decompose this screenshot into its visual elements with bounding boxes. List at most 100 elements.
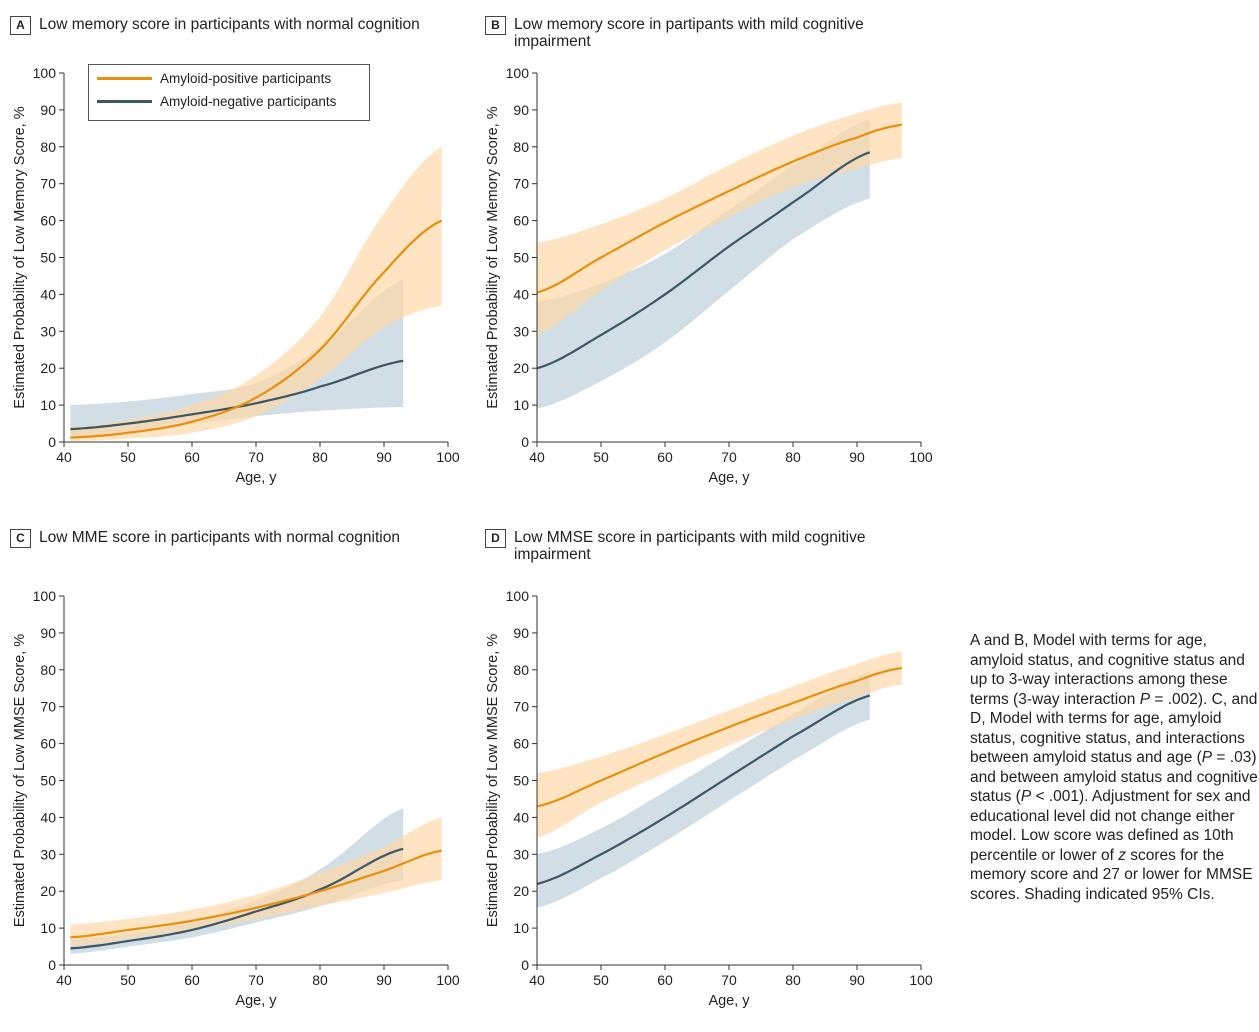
panel-b-negative-ci-band — [537, 119, 870, 409]
panel-a-negative-ci-band — [70, 279, 404, 438]
panel-c-positive-line — [70, 849, 442, 939]
panel-b-y-tick-label: 60 — [513, 213, 529, 229]
panel-c-x-tick-label: 80 — [312, 972, 328, 988]
panel-letter: C — [10, 529, 31, 548]
panel-b-x-tick-label: 40 — [529, 449, 545, 465]
panel-a-y-tick-label: 70 — [40, 176, 56, 192]
panel-c-x-axis-label: Age, y — [235, 993, 277, 1009]
panel-b-positive-ci-band — [537, 102, 902, 335]
panel-b-negative-line — [536, 151, 871, 370]
panel-a-y-tick-label: 0 — [48, 434, 56, 450]
panel-b-x-tick-label: 50 — [593, 449, 609, 465]
panel-d-y-tick-label: 40 — [513, 809, 529, 825]
panel-b-x-tick-label: 100 — [909, 449, 933, 465]
panel-c-y-tick-label: 0 — [48, 957, 56, 973]
panel-c-y-tick-label: 40 — [40, 809, 56, 825]
panel-a-y-tick-label: 80 — [40, 139, 56, 155]
panel-b-y-tick-label: 50 — [513, 250, 529, 266]
legend-swatch-positive — [97, 77, 152, 80]
panel-letter: B — [485, 16, 506, 35]
panel-d-positive-line — [536, 666, 902, 808]
panel-a-y-axis-label: Estimated Probability of Low Memory Scor… — [12, 106, 28, 408]
panel-a-x-tick-label: 60 — [184, 449, 200, 465]
panel-a-positive-line — [70, 219, 443, 439]
panel-a-x-tick-label: 70 — [248, 449, 264, 465]
panel-d-y-tick-label: 10 — [513, 920, 529, 936]
panel-a-x-tick-label: 100 — [436, 449, 460, 465]
panel-d-x-tick-label: 80 — [785, 972, 801, 988]
panel-d-x-tick-label: 90 — [849, 972, 865, 988]
panel-b-y-tick-label: 20 — [513, 360, 529, 376]
panel-c-y-tick-label: 30 — [40, 846, 56, 862]
legend-item-positive: Amyloid-positive participants — [97, 71, 331, 86]
panel-a-x-tick-label: 40 — [56, 449, 72, 465]
panel-c-y-tick-label: 60 — [40, 736, 56, 752]
panel-c-y-tick-label: 70 — [40, 699, 56, 715]
legend-label-negative: Amyloid-negative participants — [160, 94, 337, 109]
panel-c-x-tick-label: 70 — [248, 972, 264, 988]
panel-a-x-tick-label: 90 — [376, 449, 392, 465]
panel-b-x-tick-label: 80 — [785, 449, 801, 465]
panel-a-y-tick-label: 40 — [40, 286, 56, 302]
panel-d-y-axis-label: Estimated Probability of Low MMSE Score,… — [485, 634, 501, 927]
panel-a-y-tick-label: 100 — [33, 65, 57, 81]
panel-a-x-tick-label: 50 — [120, 449, 136, 465]
panel-a-x-tick-label: 80 — [312, 449, 328, 465]
panel-d-y-tick-label: 30 — [513, 846, 529, 862]
figure-caption: A and B, Model with terms for age, amylo… — [970, 632, 1258, 903]
panel-d-y-tick-label: 70 — [513, 699, 529, 715]
legend: Amyloid-positive participants Amyloid-ne… — [88, 64, 370, 121]
panel-d-title: D Low MMSE score in participants with mi… — [485, 529, 885, 563]
panel-c-negative-line — [70, 847, 404, 950]
panel-title-text: Low memory score in partipants with mild… — [514, 16, 864, 50]
panel-a-y-tick-label: 60 — [40, 213, 56, 229]
panel-title-text: Low memory score in participants with no… — [39, 16, 420, 33]
panel-d-y-tick-label: 50 — [513, 773, 529, 789]
panel-b-x-tick-label: 90 — [849, 449, 865, 465]
panel-d-x-tick-label: 60 — [657, 972, 673, 988]
panel-a-x-axis-label: Age, y — [235, 470, 277, 486]
panel-d-x-tick-label: 70 — [721, 972, 737, 988]
panel-d-x-tick-label: 40 — [529, 972, 545, 988]
legend-item-negative: Amyloid-negative participants — [97, 94, 336, 109]
panel-c-y-tick-label: 50 — [40, 773, 56, 789]
panel-d-y-tick-label: 20 — [513, 883, 529, 899]
panel-d-x-tick-label: 100 — [909, 972, 933, 988]
panel-a-y-tick-label: 20 — [40, 360, 56, 376]
panel-letter: D — [485, 529, 506, 548]
panel-c-x-tick-label: 50 — [120, 972, 136, 988]
panel-b-title: B Low memory score in partipants with mi… — [485, 16, 885, 50]
panel-c-x-tick-label: 100 — [436, 972, 460, 988]
panel-b-y-tick-label: 40 — [513, 286, 529, 302]
panel-b-x-tick-label: 60 — [657, 449, 673, 465]
panel-d-x-axis-label: Age, y — [708, 993, 750, 1009]
panel-b-positive-line — [536, 123, 902, 294]
panel-c-x-tick-label: 90 — [376, 972, 392, 988]
panel-b-y-tick-label: 80 — [513, 139, 529, 155]
panel-a-y-tick-label: 90 — [40, 102, 56, 118]
panel-a-positive-ci-band — [70, 146, 442, 441]
panel-b-y-tick-label: 10 — [513, 397, 529, 413]
panel-a-y-tick-label: 30 — [40, 323, 56, 339]
panel-b-y-tick-label: 70 — [513, 176, 529, 192]
panel-b-x-axis-label: Age, y — [708, 470, 750, 486]
panel-c-y-axis-label: Estimated Probability of Low MMSE Score,… — [12, 634, 28, 927]
panel-b-y-tick-label: 0 — [521, 434, 529, 450]
panel-title-text: Low MMSE score in participants with mild… — [514, 529, 866, 563]
panel-b-y-tick-label: 100 — [506, 65, 530, 81]
panel-c-y-tick-label: 20 — [40, 883, 56, 899]
panel-d-y-tick-label: 0 — [521, 957, 529, 973]
panel-title-text: Low MME score in participants with norma… — [39, 529, 400, 546]
panel-c-y-tick-label: 80 — [40, 662, 56, 678]
panel-c-y-tick-label: 10 — [40, 920, 56, 936]
panel-b-y-axis-label: Estimated Probability of Low Memory Scor… — [485, 106, 501, 408]
panel-c-title: C Low MME score in participants with nor… — [10, 529, 450, 548]
panel-a-y-tick-label: 50 — [40, 250, 56, 266]
panel-b-y-tick-label: 90 — [513, 102, 529, 118]
panel-c-y-tick-label: 100 — [33, 588, 57, 604]
panel-c-x-tick-label: 60 — [184, 972, 200, 988]
legend-swatch-negative — [97, 100, 152, 103]
panel-letter: A — [10, 16, 31, 35]
